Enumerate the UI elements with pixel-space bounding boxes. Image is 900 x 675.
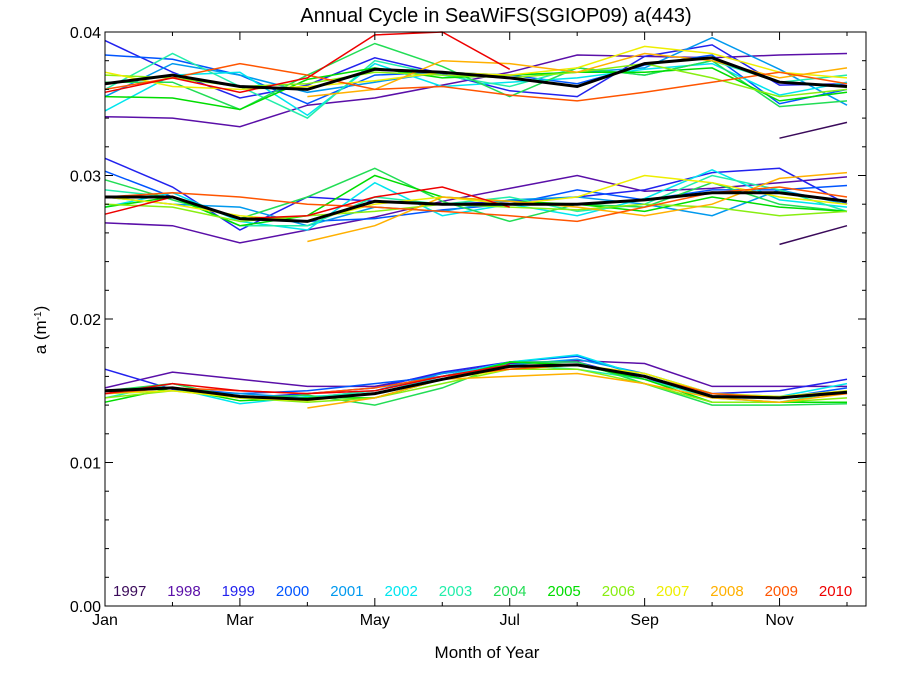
series-line-1997-group-1 <box>779 121 848 139</box>
y-tick-label: 0.01 <box>70 456 101 473</box>
y-tick-label: 0.04 <box>70 25 101 42</box>
series-line-2008-group-2 <box>307 171 848 243</box>
chart-title: Annual Cycle in SeaWiFS(SGIOP09) a(443) <box>300 5 691 27</box>
legend-item-2001: 2001 <box>330 583 363 600</box>
x-tick-label: Mar <box>226 612 254 629</box>
series-line-2002-group-2 <box>104 168 848 231</box>
series-line-2010-group-3 <box>104 364 510 395</box>
y-tick-label: 0.00 <box>70 599 101 616</box>
legend-item-2007: 2007 <box>656 583 689 600</box>
mean-line-group-3 <box>104 363 848 401</box>
x-tick-label: Jan <box>92 612 118 629</box>
legend-item-1997: 1997 <box>113 583 146 600</box>
series-line-1998-group-2 <box>104 174 848 244</box>
series-line-2008-group-3 <box>307 372 848 409</box>
y-axis-label-sup: -1 <box>33 311 44 320</box>
mean-line-group-2 <box>105 191 848 223</box>
series-line-2008-group-1 <box>307 52 848 98</box>
x-tick-label: Sep <box>630 612 659 629</box>
legend-item-2005: 2005 <box>547 583 580 600</box>
x-axis-label: Month of Year <box>435 643 540 662</box>
mean-line-group-1 <box>104 56 848 91</box>
y-axis-label-main: a (m <box>31 320 50 354</box>
series-line-2004-group-1 <box>105 42 848 111</box>
x-tick-label: May <box>360 612 390 629</box>
legend: 1997 1998 1999 2000 2001 2002 2003 2004 2005 2006… <box>113 583 852 600</box>
x-tick-label: Jul <box>500 612 520 629</box>
series-layer <box>104 31 848 409</box>
series-line-2003-group-1 <box>104 52 848 119</box>
legend-item-1999: 1999 <box>222 583 255 600</box>
axes-layer: 0.00 0.01 0.02 0.03 0.04 Jan Mar May Jul Sep Nov <box>70 25 866 629</box>
y-axis-label-close: ) <box>31 306 50 312</box>
legend-item-2010: 2010 <box>819 583 852 600</box>
legend-item-2000: 2000 <box>276 583 309 600</box>
x-tick-label: Nov <box>765 612 793 629</box>
legend-item-2003: 2003 <box>439 583 472 600</box>
y-axis-label: a (m-1) <box>31 306 50 355</box>
y-tick-label: 0.02 <box>70 312 101 329</box>
legend-item-2009: 2009 <box>765 583 798 600</box>
legend-item-1998: 1998 <box>167 583 200 600</box>
y-tick-label: 0.03 <box>70 169 101 186</box>
legend-item-2006: 2006 <box>602 583 635 600</box>
legend-item-2002: 2002 <box>385 583 418 600</box>
legend-item-2004: 2004 <box>493 583 526 600</box>
series-line-2009-group-1 <box>104 62 848 102</box>
series-line-1997-group-2 <box>779 224 848 246</box>
legend-item-2008: 2008 <box>710 583 743 600</box>
plot-frame <box>104 31 867 607</box>
